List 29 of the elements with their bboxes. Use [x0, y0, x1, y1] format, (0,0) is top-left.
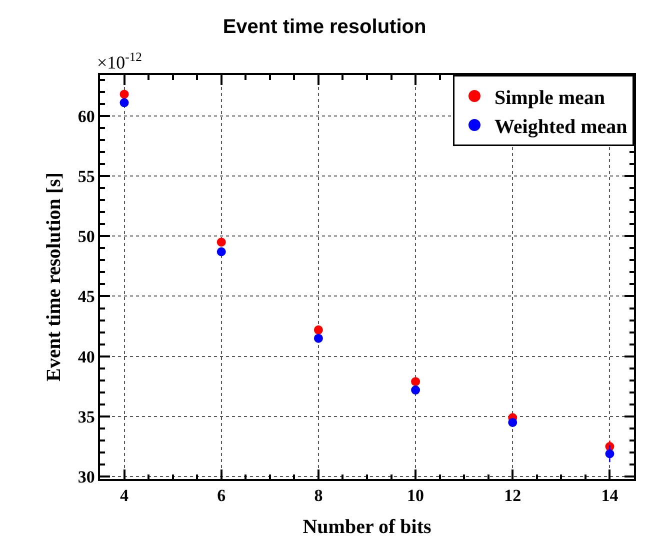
x-tick-label: 8	[314, 486, 323, 506]
point	[314, 334, 323, 343]
x-axis-title: Number of bits	[302, 516, 432, 538]
y-tick-label: 50	[78, 227, 95, 246]
y-axis-title: Event time resolution [s]	[42, 172, 65, 382]
point	[508, 418, 518, 427]
x-tick-label: 4	[120, 486, 130, 506]
point	[216, 238, 226, 247]
y-tick-label: 35	[78, 407, 95, 426]
x-tick-label: 6	[217, 486, 226, 506]
y-tick-label: 55	[78, 166, 95, 186]
point	[411, 386, 420, 395]
legend-label: Weighted mean	[494, 116, 628, 138]
point	[216, 247, 226, 256]
point	[120, 98, 129, 108]
chart-title: Event time resolution	[222, 16, 426, 38]
point	[411, 377, 420, 386]
y-tick-label: 40	[78, 347, 95, 366]
y-tick-label: 60	[78, 106, 95, 126]
x-tick-label: 14	[601, 486, 619, 506]
point	[605, 449, 614, 458]
text: ×10$^{-12}$	[97, 50, 142, 73]
y-tick-label: 45	[78, 287, 95, 306]
y-tick-label: 30	[78, 468, 95, 487]
x-tick-label: 10	[407, 486, 424, 506]
point	[314, 325, 323, 334]
point	[120, 90, 129, 99]
x-tick-label: 12	[504, 486, 522, 506]
legend-label: Simple mean	[494, 86, 606, 109]
